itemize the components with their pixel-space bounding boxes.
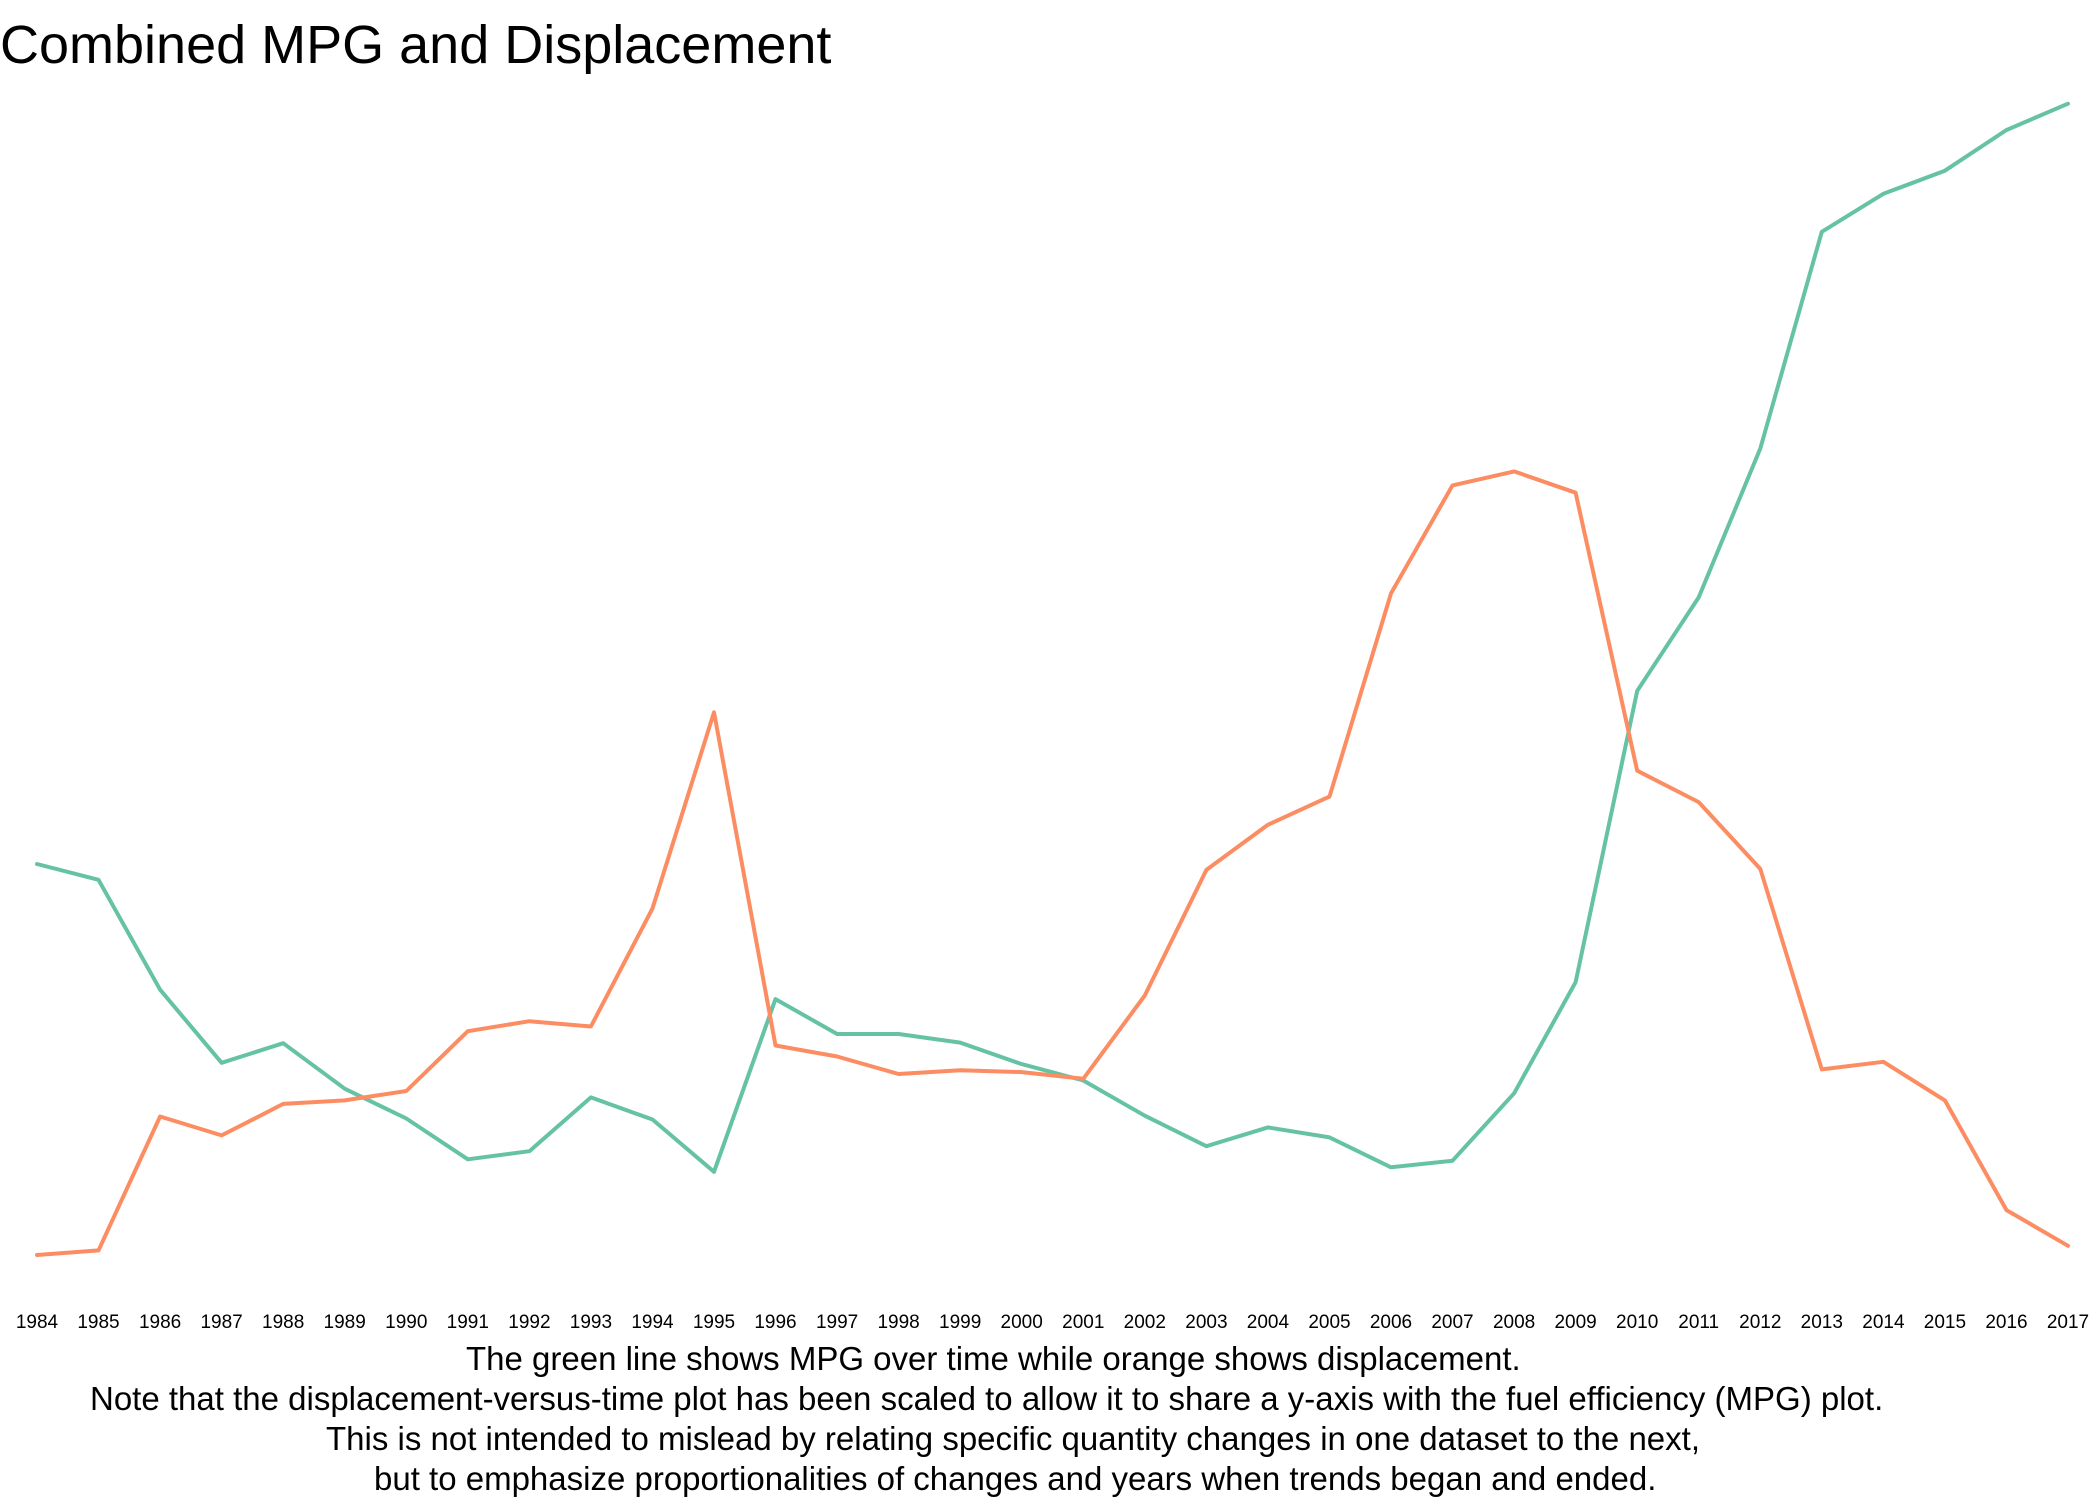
caption-line-4: but to emphasize proportionalities of ch… (374, 1460, 1657, 1497)
series-line-2 (35, 469, 2070, 1257)
x-tick-label-2001: 2001 (1062, 1312, 1104, 1333)
x-tick-label-1984: 1984 (16, 1312, 59, 1333)
x-tick-label-1985: 1985 (77, 1312, 119, 1333)
x-tick-label-2006: 2006 (1370, 1312, 1412, 1333)
x-tick-label-2015: 2015 (1924, 1312, 1966, 1333)
x-tick-label-1988: 1988 (262, 1312, 304, 1333)
x-tick-label-1996: 1996 (754, 1312, 796, 1333)
x-tick-label-2014: 2014 (1862, 1312, 1905, 1333)
x-tick-label-2009: 2009 (1554, 1312, 1596, 1333)
x-tick-label-2008: 2008 (1493, 1312, 1535, 1333)
x-tick-label-1997: 1997 (816, 1312, 858, 1333)
x-tick-label-1990: 1990 (385, 1312, 427, 1333)
x-tick-label-1992: 1992 (508, 1312, 550, 1333)
x-tick-label-2016: 2016 (1985, 1312, 2027, 1333)
x-tick-label-1995: 1995 (693, 1312, 735, 1333)
x-tick-label-1991: 1991 (447, 1312, 489, 1333)
x-tick-label-1998: 1998 (877, 1312, 919, 1333)
x-tick-label-1993: 1993 (570, 1312, 612, 1333)
x-axis-tick-labels: 1984 1985 1986 1987 1988 1989 1990 1991 1992 1993… (16, 1312, 2089, 1333)
x-tick-label-1987: 1987 (200, 1312, 242, 1333)
x-tick-label-2004: 2004 (1247, 1312, 1290, 1333)
x-tick-label-2013: 2013 (1801, 1312, 1843, 1333)
caption-line-3: This is not intended to mislead by relat… (326, 1420, 1700, 1457)
chart-title: Combined MPG and Displacement (0, 15, 832, 75)
x-tick-label-1989: 1989 (324, 1312, 366, 1333)
x-tick-label-2000: 2000 (1001, 1312, 1043, 1333)
x-tick-label-2017: 2017 (2047, 1312, 2089, 1333)
x-tick-label-1986: 1986 (139, 1312, 181, 1333)
x-tick-label-2012: 2012 (1739, 1312, 1781, 1333)
series-layer (35, 101, 2070, 1257)
x-tick-label-1994: 1994 (631, 1312, 674, 1333)
x-tick-label-2003: 2003 (1185, 1312, 1227, 1333)
x-tick-label-1999: 1999 (939, 1312, 981, 1333)
x-tick-label-2005: 2005 (1308, 1312, 1350, 1333)
x-tick-label-2011: 2011 (1678, 1312, 1719, 1333)
caption-line-1: The green line shows MPG over time while… (466, 1340, 1521, 1377)
x-tick-label-2002: 2002 (1124, 1312, 1166, 1333)
x-tick-label-2010: 2010 (1616, 1312, 1658, 1333)
x-tick-label-2007: 2007 (1431, 1312, 1473, 1333)
series-line-1 (35, 101, 2070, 1174)
caption-line-2: Note that the displacement-versus-time p… (90, 1380, 1884, 1417)
